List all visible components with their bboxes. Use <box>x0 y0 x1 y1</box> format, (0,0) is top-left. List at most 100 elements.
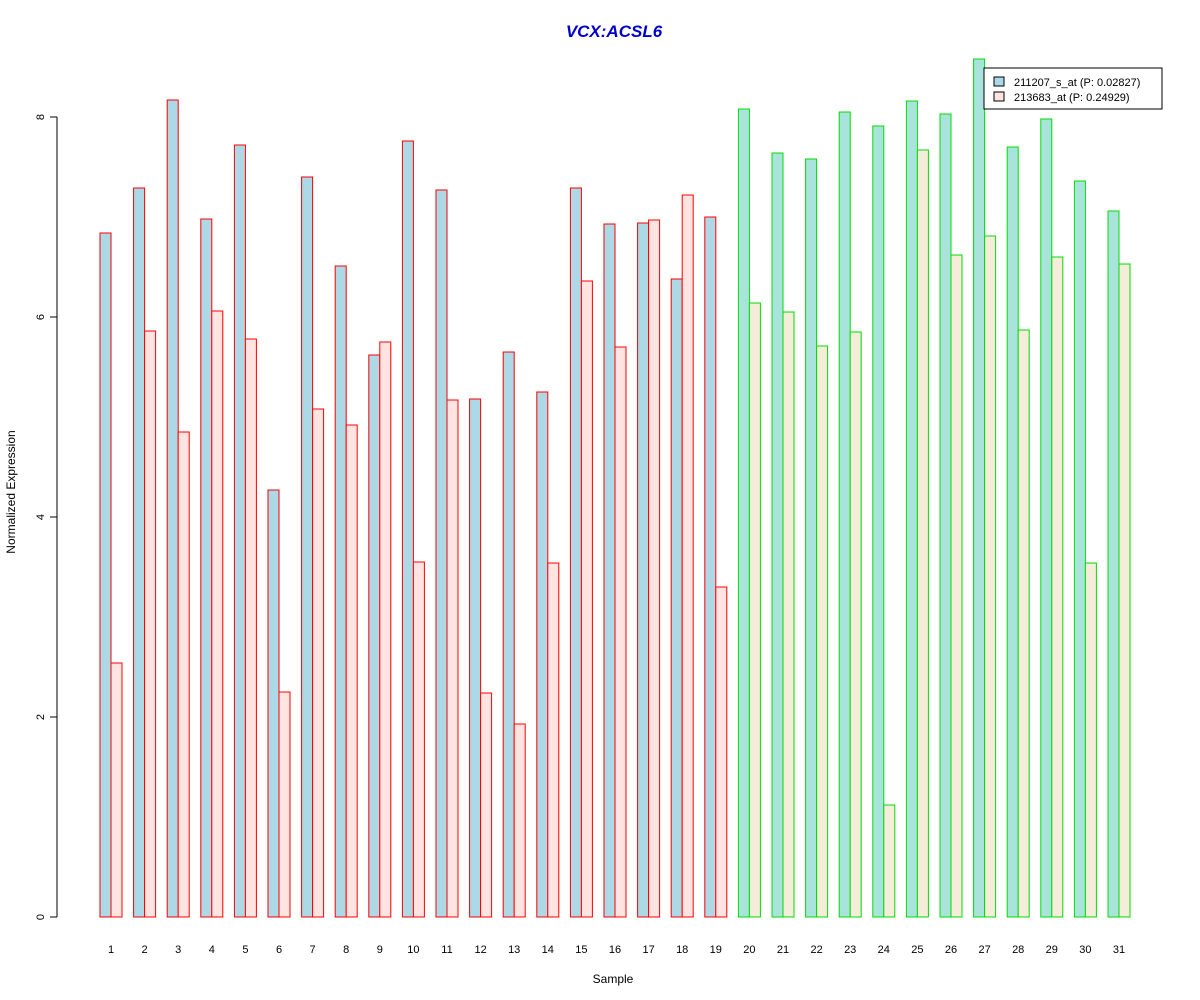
x-tick-label: 1 <box>108 944 114 956</box>
bar-211207_s_at-sample-4 <box>200 218 213 918</box>
y-axis-label: Normalized Expression <box>4 430 18 553</box>
y-tick-label: 2 <box>35 714 47 720</box>
x-tick-label: 12 <box>474 944 486 956</box>
bar-213683_at-sample-18 <box>681 194 694 918</box>
bar-213683_at-sample-31 <box>1118 263 1131 918</box>
y-axis: 0 2 4 6 8 <box>35 114 58 920</box>
bar-211207_s_at-sample-17 <box>637 222 650 918</box>
bar-213683_at-sample-12 <box>480 692 493 918</box>
legend-swatch <box>993 76 1005 87</box>
x-axis-label: Sample <box>593 972 634 986</box>
x-tick-label: 7 <box>310 944 316 956</box>
bar-213683_at-sample-19 <box>715 586 728 918</box>
x-tick-label: 28 <box>1012 944 1024 956</box>
bar-213683_at-sample-7 <box>312 408 325 918</box>
bar-211207_s_at-sample-6 <box>267 489 280 918</box>
y-tick-label: 0 <box>35 914 47 920</box>
bar-211207_s_at-sample-12 <box>469 398 482 918</box>
x-tick-label: 10 <box>407 944 419 956</box>
bar-211207_s_at-sample-30 <box>1073 180 1086 918</box>
legend: 211207_s_at (P: 0.02827) 213683_at (P: 0.… <box>983 67 1163 110</box>
bar-211207_s_at-sample-31 <box>1107 210 1120 918</box>
x-tick-label: 11 <box>441 944 452 956</box>
bar-211207_s_at-sample-1 <box>99 232 112 918</box>
bar-213683_at-sample-3 <box>177 431 190 918</box>
x-tick-label: 31 <box>1113 944 1125 956</box>
x-tick-labels: 1 2 3 4 5 6 7 8 9 10 11 12 13 14 15 16 17 18 19 20 21 22 23 24 2… <box>108 944 1125 956</box>
bar-213683_at-sample-4 <box>211 310 224 918</box>
bar-213683_at-sample-17 <box>648 219 661 918</box>
bar-213683_at-sample-28 <box>1017 329 1030 918</box>
legend-entry: 213683_at (P: 0.24929) <box>1014 92 1130 104</box>
x-tick-label: 15 <box>575 944 587 956</box>
bar-211207_s_at-sample-19 <box>704 216 717 918</box>
bar-213683_at-sample-9 <box>379 341 392 918</box>
chart-title: VCX:ACSL6 <box>566 22 663 41</box>
bar-213683_at-sample-30 <box>1084 562 1097 918</box>
legend-box <box>983 67 1163 110</box>
bar-211207_s_at-sample-26 <box>939 113 952 918</box>
x-tick-label: 8 <box>343 944 349 956</box>
x-tick-label: 27 <box>978 944 990 956</box>
bar-213683_at-sample-27 <box>984 235 997 918</box>
bar-211207_s_at-sample-11 <box>435 189 448 918</box>
bar-213683_at-sample-21 <box>782 311 795 918</box>
x-tick-label: 26 <box>945 944 957 956</box>
x-tick-label: 30 <box>1079 944 1091 956</box>
x-tick-label: 19 <box>710 944 722 956</box>
bar-213683_at-sample-20 <box>748 302 761 918</box>
x-tick-label: 17 <box>642 944 654 956</box>
bar-213683_at-sample-2 <box>144 330 157 918</box>
bar-211207_s_at-sample-25 <box>905 100 918 918</box>
bar-213683_at-sample-22 <box>816 345 829 918</box>
bar-213683_at-sample-14 <box>547 562 560 918</box>
bar-211207_s_at-sample-13 <box>502 351 515 918</box>
bar-211207_s_at-sample-9 <box>368 354 381 918</box>
x-tick-label: 6 <box>276 944 282 956</box>
x-tick-label: 13 <box>508 944 520 956</box>
bar-211207_s_at-sample-22 <box>805 158 818 918</box>
bar-211207_s_at-sample-10 <box>401 140 414 918</box>
bar-213683_at-sample-16 <box>614 346 627 918</box>
x-tick-label: 24 <box>878 944 890 956</box>
legend-entry: 211207_s_at (P: 0.02827) <box>1014 77 1140 89</box>
bar-213683_at-sample-23 <box>849 331 862 918</box>
x-tick-label: 21 <box>777 944 789 956</box>
bar-213683_at-sample-8 <box>345 424 358 918</box>
legend-swatch <box>993 91 1005 102</box>
bars-group <box>99 58 1131 918</box>
x-tick-label: 25 <box>911 944 923 956</box>
bar-211207_s_at-sample-3 <box>166 99 179 918</box>
bar-213683_at-sample-29 <box>1051 256 1064 918</box>
bar-213683_at-sample-10 <box>412 561 425 918</box>
x-tick-label: 16 <box>609 944 621 956</box>
bar-211207_s_at-sample-16 <box>603 223 616 918</box>
x-tick-label: 20 <box>743 944 755 956</box>
bar-211207_s_at-sample-14 <box>536 391 549 918</box>
bar-213683_at-sample-6 <box>278 691 291 918</box>
bar-211207_s_at-sample-27 <box>973 58 986 918</box>
y-tick-label: 6 <box>35 314 47 320</box>
x-tick-label: 23 <box>844 944 856 956</box>
x-tick-label: 2 <box>142 944 148 956</box>
y-tick-label: 4 <box>35 514 47 520</box>
y-tick-label: 8 <box>35 114 47 120</box>
bar-213683_at-sample-26 <box>950 254 963 918</box>
bar-211207_s_at-sample-23 <box>838 111 851 918</box>
x-tick-label: 22 <box>810 944 822 956</box>
x-tick-label: 5 <box>242 944 248 956</box>
x-tick-label: 9 <box>377 944 383 956</box>
bar-213683_at-sample-13 <box>513 723 526 918</box>
bar-213683_at-sample-25 <box>916 149 929 918</box>
bar-213683_at-sample-11 <box>446 399 459 918</box>
bar-211207_s_at-sample-24 <box>872 125 885 918</box>
bar-213683_at-sample-1 <box>110 662 123 918</box>
bar-211207_s_at-sample-5 <box>233 144 246 918</box>
x-tick-label: 14 <box>542 944 554 956</box>
x-tick-label: 4 <box>209 944 215 956</box>
bar-211207_s_at-sample-2 <box>133 187 146 918</box>
bar-211207_s_at-sample-7 <box>301 176 314 918</box>
bar-211207_s_at-sample-29 <box>1040 118 1053 918</box>
